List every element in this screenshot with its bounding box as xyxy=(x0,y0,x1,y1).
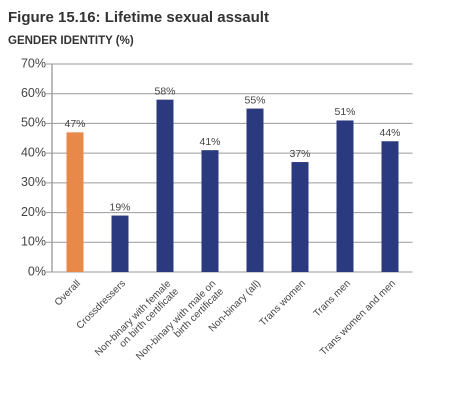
value-label: 51% xyxy=(334,106,355,118)
bar xyxy=(156,99,174,273)
bar xyxy=(246,108,264,272)
y-tick-label: 20% xyxy=(21,205,46,219)
value-label: 47% xyxy=(64,118,85,130)
y-tick-label: 70% xyxy=(21,56,46,70)
y-tick-label: 60% xyxy=(21,86,46,100)
bar xyxy=(66,132,84,272)
y-tick-label: 40% xyxy=(21,145,46,159)
chart-title: Figure 15.16: Lifetime sexual assault xyxy=(8,9,269,26)
value-label: 55% xyxy=(244,94,265,106)
value-label: 58% xyxy=(154,85,175,97)
bar xyxy=(201,150,219,272)
value-label: 44% xyxy=(379,127,400,139)
y-tick-label: 50% xyxy=(21,116,46,130)
x-tick-label: Trans women xyxy=(258,278,308,328)
value-label: 41% xyxy=(199,136,220,148)
x-tick-label: Trans women and men xyxy=(318,278,398,358)
chart-subtitle: GENDER IDENTITY (%) xyxy=(8,35,134,47)
x-tick-label: Trans men xyxy=(312,278,353,319)
bar xyxy=(381,141,399,272)
bar xyxy=(336,120,354,272)
x-tick-label: Overall xyxy=(53,278,83,308)
y-tick-label: 30% xyxy=(21,175,46,189)
y-tick-label: 0% xyxy=(28,264,46,278)
y-tick-label: 10% xyxy=(21,235,46,249)
bar xyxy=(111,215,129,272)
value-label: 37% xyxy=(289,148,310,160)
bar xyxy=(291,162,309,272)
value-label: 19% xyxy=(109,201,130,213)
